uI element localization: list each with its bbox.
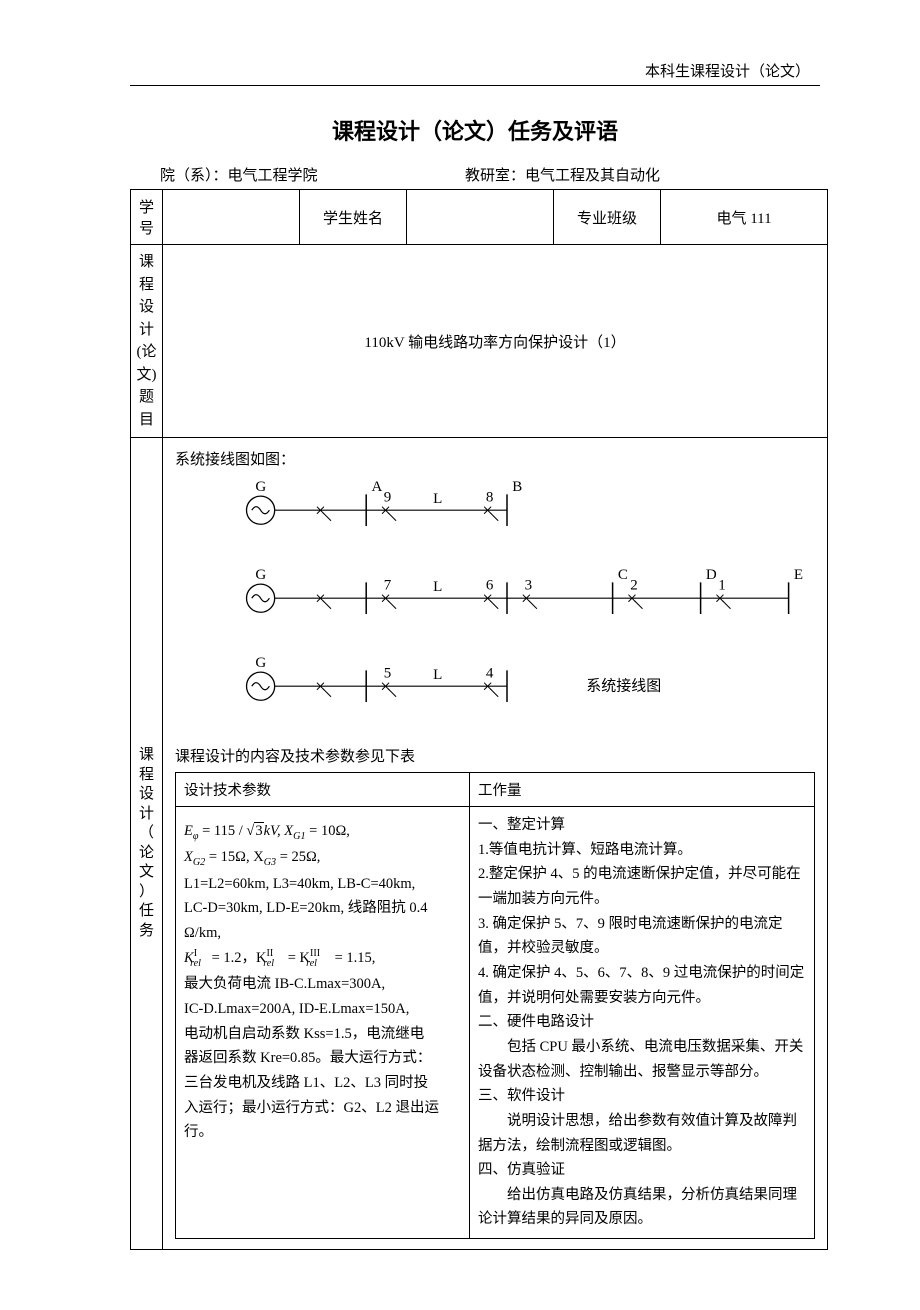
t: 给出仿真电路及仿真结果，分析仿真结果同理论计算结果的异同及原因。: [478, 1183, 806, 1232]
wiring-diagram: A B C D E G G G 9 8 L 7 6 L 3 2 1 5 4 L 系统接线图: [199, 475, 815, 735]
t: Ω/km,: [184, 921, 461, 946]
svg-text:5: 5: [384, 665, 392, 681]
task-intro: 系统接线图如图：: [175, 448, 815, 469]
table-row: Eφ = 115 / √3kV, XG1 = 10Ω, XG2 = 15Ω, X…: [176, 807, 815, 1239]
cell-work: 一、整定计算 1.等值电抗计算、短路电流计算。 2.整定保护 4、5 的电流速断…: [469, 807, 814, 1239]
t: 行。: [184, 1120, 461, 1145]
svg-text:8: 8: [486, 489, 494, 505]
t: G3: [264, 857, 276, 868]
svg-text:6: 6: [486, 577, 494, 593]
page: 本科生课程设计（论文） 课程设计（论文）任务及评语 院（系）：电气工程学院 教研…: [0, 0, 920, 1310]
t: X: [184, 849, 193, 865]
t: G2: [193, 857, 205, 868]
cell-params: Eφ = 115 / √3kV, XG1 = 10Ω, XG2 = 15Ω, X…: [176, 807, 470, 1239]
inner-head-work: 工作量: [469, 773, 814, 807]
t: E: [184, 823, 193, 839]
svg-text:L: L: [433, 667, 442, 683]
cell-class: 电气 111: [661, 190, 828, 245]
t: 包括 CPU 最小系统、电流电压数据采集、开关设备状态检测、控制输出、报警显示等…: [478, 1035, 806, 1084]
dept-value-2: 电气工程及其自动化: [525, 168, 660, 184]
t: kV, X: [264, 823, 294, 839]
t: 最大负荷电流 IB-C.Lmax=300A,: [184, 972, 461, 997]
cell-task-vlabel: 课程设计（论文）任务: [131, 438, 163, 1250]
t: = 10Ω,: [306, 823, 350, 839]
t: 二、硬件电路设计: [478, 1010, 806, 1035]
svg-text:G: G: [255, 567, 266, 583]
mid-text: 课程设计的内容及技术参数参见下表: [175, 745, 815, 766]
svg-text:A: A: [371, 479, 382, 495]
svg-text:4: 4: [486, 665, 494, 681]
t: 器返回系数 Kre=0.85。最大运行方式：: [184, 1046, 461, 1071]
t: 一、整定计算: [478, 813, 806, 838]
diagram-svg: A B C D E G G G 9 8 L 7 6 L 3 2 1 5 4 L 系统接线图: [199, 475, 815, 730]
main-table: 学 号 学生姓名 专业班级 电气 111 课程设计(论文)题目 110kV 输电…: [130, 189, 828, 1250]
svg-text:L: L: [433, 579, 442, 595]
t: 入运行；最小运行方式：G2、L2 退出运: [184, 1096, 461, 1121]
svg-text:1: 1: [718, 577, 726, 593]
svg-text:D: D: [706, 567, 717, 583]
svg-text:G: G: [255, 655, 266, 671]
cell-task: 系统接线图如图： A B C D E G G G 9 8 L 7 6 L 3 2 1 5 4 L 系统接线图 课程设计的…: [163, 438, 828, 1250]
cell-student-id-label: 学 号: [131, 190, 163, 245]
table-row: 课程设计(论文)题目 110kV 输电线路功率方向保护设计（1）: [131, 245, 828, 438]
t: = 15Ω, X: [205, 849, 263, 865]
dept-label-1: 院（系）：: [160, 168, 228, 184]
t: 2.整定保护 4、5 的电流速断保护定值，并尽可能在一端加装方向元件。: [478, 862, 806, 911]
t: 3. 确定保护 5、7、9 限时电流速断保护的电流定值，并校验灵敏度。: [478, 912, 806, 961]
svg-text:2: 2: [630, 577, 638, 593]
t: = 115 /: [198, 823, 246, 839]
t: = 1.2，K: [208, 950, 267, 966]
cell-class-label: 专业班级: [554, 190, 661, 245]
t: 四、仿真验证: [478, 1158, 806, 1183]
table-row: 设计技术参数 工作量: [176, 773, 815, 807]
t: 三台发电机及线路 L1、L2、L3 同时投: [184, 1071, 461, 1096]
t: 电动机自启动系数 Kss=1.5，电流继电: [184, 1022, 461, 1047]
t: rel: [190, 958, 201, 969]
page-title: 课程设计（论文）任务及评语: [130, 114, 820, 146]
svg-text:G: G: [255, 479, 266, 495]
dept-line: 院（系）：电气工程学院 教研室：电气工程及其自动化: [130, 164, 820, 185]
svg-text:9: 9: [384, 489, 392, 505]
cell-student-id: [163, 190, 300, 245]
table-row: 课程设计（论文）任务 系统接线图如图： A B C D E G G G 9 8 L 7 6 L 3 2 1 5 4 L…: [131, 438, 828, 1250]
t: 三、软件设计: [478, 1084, 806, 1109]
svg-text:3: 3: [525, 577, 533, 593]
dept-label-2: 教研室：: [465, 168, 525, 184]
t: L1=L2=60km, L3=40km, LB-C=40km,: [184, 872, 461, 897]
cell-name-label: 学生姓名: [300, 190, 407, 245]
table-row: 学 号 学生姓名 专业班级 电气 111: [131, 190, 828, 245]
cell-topic: 110kV 输电线路功率方向保护设计（1）: [163, 245, 828, 438]
t: IC-D.Lmax=200A, ID-E.Lmax=150A,: [184, 997, 461, 1022]
svg-text:L: L: [433, 491, 442, 507]
t: LC-D=30km, LD-E=20km, 线路阻抗 0.4: [184, 896, 461, 921]
t: rel: [306, 958, 317, 969]
inner-head-params: 设计技术参数: [176, 773, 470, 807]
svg-text:E: E: [794, 567, 803, 583]
t: = 25Ω,: [276, 849, 320, 865]
cell-name: [407, 190, 554, 245]
t: rel: [263, 958, 274, 969]
t: 1.等值电抗计算、短路电流计算。: [478, 838, 806, 863]
t: = 1.15,: [331, 950, 375, 966]
svg-text:B: B: [512, 479, 522, 495]
svg-text:7: 7: [384, 577, 392, 593]
cell-topic-label: 课程设计(论文)题目: [131, 245, 163, 438]
svg-text:系统接线图: 系统接线图: [586, 678, 661, 695]
t: 4. 确定保护 4、5、6、7、8、9 过电流保护的时间定值，并说明何处需要安装…: [478, 961, 806, 1010]
svg-text:C: C: [618, 567, 628, 583]
t: G1: [293, 831, 305, 842]
dept-value-1: 电气工程学院: [228, 168, 318, 184]
running-header: 本科生课程设计（论文）: [130, 60, 820, 81]
header-rule: [130, 85, 820, 86]
t: 3: [254, 822, 263, 839]
inner-table: 设计技术参数 工作量 Eφ = 115 / √3kV, XG1 = 10Ω, X…: [175, 772, 815, 1239]
t: 说明设计思想，给出参数有效值计算及故障判据方法，绘制流程图或逻辑图。: [478, 1109, 806, 1158]
